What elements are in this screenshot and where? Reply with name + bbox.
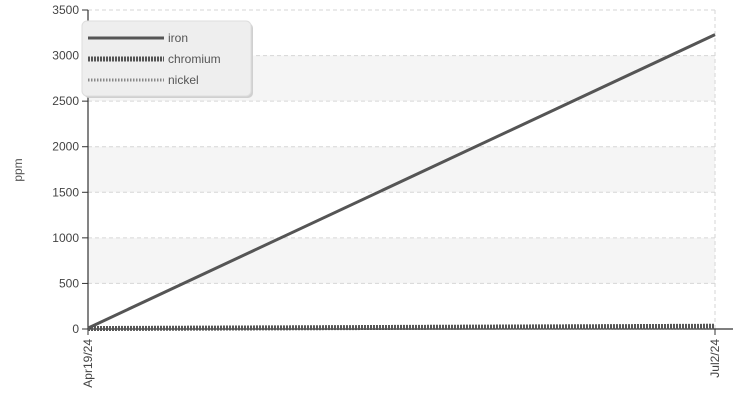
legend-box — [81, 20, 252, 97]
grid-band — [88, 146, 715, 193]
y-axis-ticks: 0 500 1000 1500 2000 2500 3000 3500 — [52, 3, 88, 336]
x-tick-label: Apr19/24 — [81, 339, 95, 388]
y-tick-label: 2000 — [52, 140, 79, 154]
y-tick-label: 0 — [72, 322, 79, 336]
grid-band — [88, 237, 715, 284]
legend-label-iron: iron — [168, 31, 188, 45]
y-tick-label: 1500 — [52, 185, 79, 199]
legend-label-chromium: chromium — [168, 52, 221, 66]
series-line-chromium — [87, 323, 716, 332]
y-tick-label: 2500 — [52, 94, 79, 108]
series-line-iron — [87, 33, 716, 330]
x-axis-ticks: Apr19/24 Jul2/24 — [81, 329, 722, 388]
y-tick-label: 3500 — [52, 3, 79, 17]
series-lines — [87, 33, 716, 332]
y-tick-label: 1000 — [52, 231, 79, 245]
y-axis-title: ppm — [11, 158, 25, 181]
x-tick-label: Jul2/24 — [708, 339, 722, 378]
y-tick-label: 500 — [59, 276, 79, 290]
legend-label-nickel: nickel — [168, 73, 199, 87]
legend[interactable]: iron chromium nickel — [81, 20, 253, 98]
y-tick-label: 3000 — [52, 49, 79, 63]
